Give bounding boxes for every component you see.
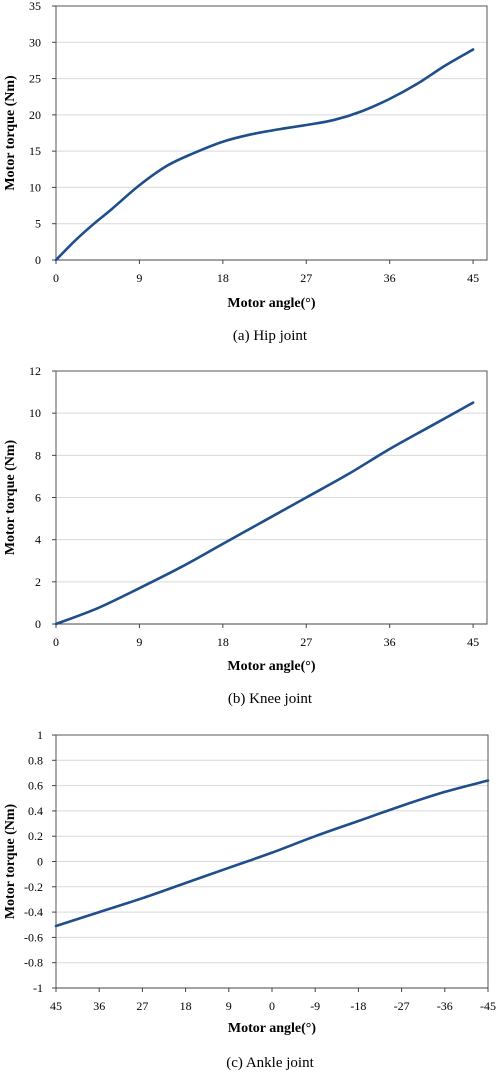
y-axis-title: Motor torque (Nm): [3, 75, 18, 191]
x-tick-label: 18: [217, 271, 229, 285]
y-axis-title: Motor torque (Nm): [3, 803, 18, 919]
chart-panel-2: -1 -0.8 -0.6 -0.4 -0.2 0 0.2 0.4 0.6 0.8 1 45 36 27 18…: [3, 728, 496, 1071]
y-tick-label: -0.4: [24, 905, 43, 919]
y-tick-label: 30: [29, 35, 41, 49]
y-tick-label: 12: [29, 364, 41, 378]
y-tick-label: 8: [35, 448, 41, 462]
x-tick-label: 27: [136, 999, 148, 1013]
panel-caption: (c) Ankle joint: [226, 1055, 314, 1071]
x-axis-title: Motor angle(°): [227, 296, 315, 311]
x-tick-label: 45: [467, 635, 479, 649]
y-tick-label: 10: [29, 180, 41, 194]
y-tick-label: -0.6: [24, 930, 43, 944]
x-tick-label: 0: [53, 271, 59, 285]
series-line: [54, 401, 475, 626]
x-tick-label: 18: [217, 635, 229, 649]
y-tick-label: 20: [29, 108, 41, 122]
series-line: [54, 779, 490, 928]
x-tick-label: 36: [384, 635, 396, 649]
x-tick-label: 36: [93, 999, 105, 1013]
y-tick-label: 0: [37, 855, 43, 869]
y-tick-label: 0: [35, 617, 41, 631]
series-line: [54, 48, 475, 262]
x-tick-label: 9: [226, 999, 232, 1013]
x-axis-title: Motor angle(°): [227, 659, 315, 674]
y-tick-label: 4: [35, 533, 41, 547]
y-tick-label: 1: [37, 728, 43, 742]
y-tick-label: -1: [33, 981, 43, 995]
x-tick-label: 45: [467, 271, 479, 285]
x-tick-label: -45: [480, 999, 496, 1013]
y-tick-label: 10: [29, 406, 41, 420]
y-tick-label: 0.4: [28, 804, 43, 818]
x-tick-label: 9: [136, 271, 142, 285]
x-tick-label: 27: [300, 635, 312, 649]
y-tick-label: 15: [29, 144, 41, 158]
x-tick-label: 36: [384, 271, 396, 285]
y-tick-label: 5: [35, 217, 41, 231]
y-tick-label: -0.2: [24, 880, 43, 894]
x-tick-label: 27: [300, 271, 312, 285]
x-tick-label: 0: [269, 999, 275, 1013]
y-axis-title: Motor torque (Nm): [3, 439, 18, 555]
x-tick-label: 45: [50, 999, 62, 1013]
y-tick-label: 0: [35, 253, 41, 267]
y-tick-label: 0.6: [28, 779, 43, 793]
y-tick-label: -0.8: [24, 956, 43, 970]
y-tick-label: 0.8: [28, 753, 43, 767]
x-tick-label: -27: [394, 999, 410, 1013]
chart-panel-1: 0 2 4 6 8 10 12 0 9 18 27 36 45 Motor angle(°) Motor t…: [3, 364, 488, 707]
x-tick-label: 18: [180, 999, 192, 1013]
x-tick-label: -18: [350, 999, 366, 1013]
x-tick-label: -36: [437, 999, 453, 1013]
y-tick-label: 0.2: [28, 829, 43, 843]
x-tick-label: 0: [53, 635, 59, 649]
y-tick-label: 25: [29, 72, 41, 86]
panel-caption: (b) Knee joint: [228, 691, 313, 707]
y-tick-label: 6: [35, 491, 41, 505]
chart-panel-0: 0 5 10 15 20 25 30 35 0 9 18 27 36 45 Motor angle(°) Mo…: [3, 0, 488, 344]
x-axis-title: Motor angle(°): [228, 1021, 316, 1036]
x-tick-label: 9: [136, 635, 142, 649]
y-tick-label: 2: [35, 575, 41, 589]
x-tick-label: -9: [310, 999, 320, 1013]
y-tick-label: 35: [29, 0, 41, 13]
panel-caption: (a) Hip joint: [233, 328, 308, 344]
plot-frame: [55, 5, 488, 261]
